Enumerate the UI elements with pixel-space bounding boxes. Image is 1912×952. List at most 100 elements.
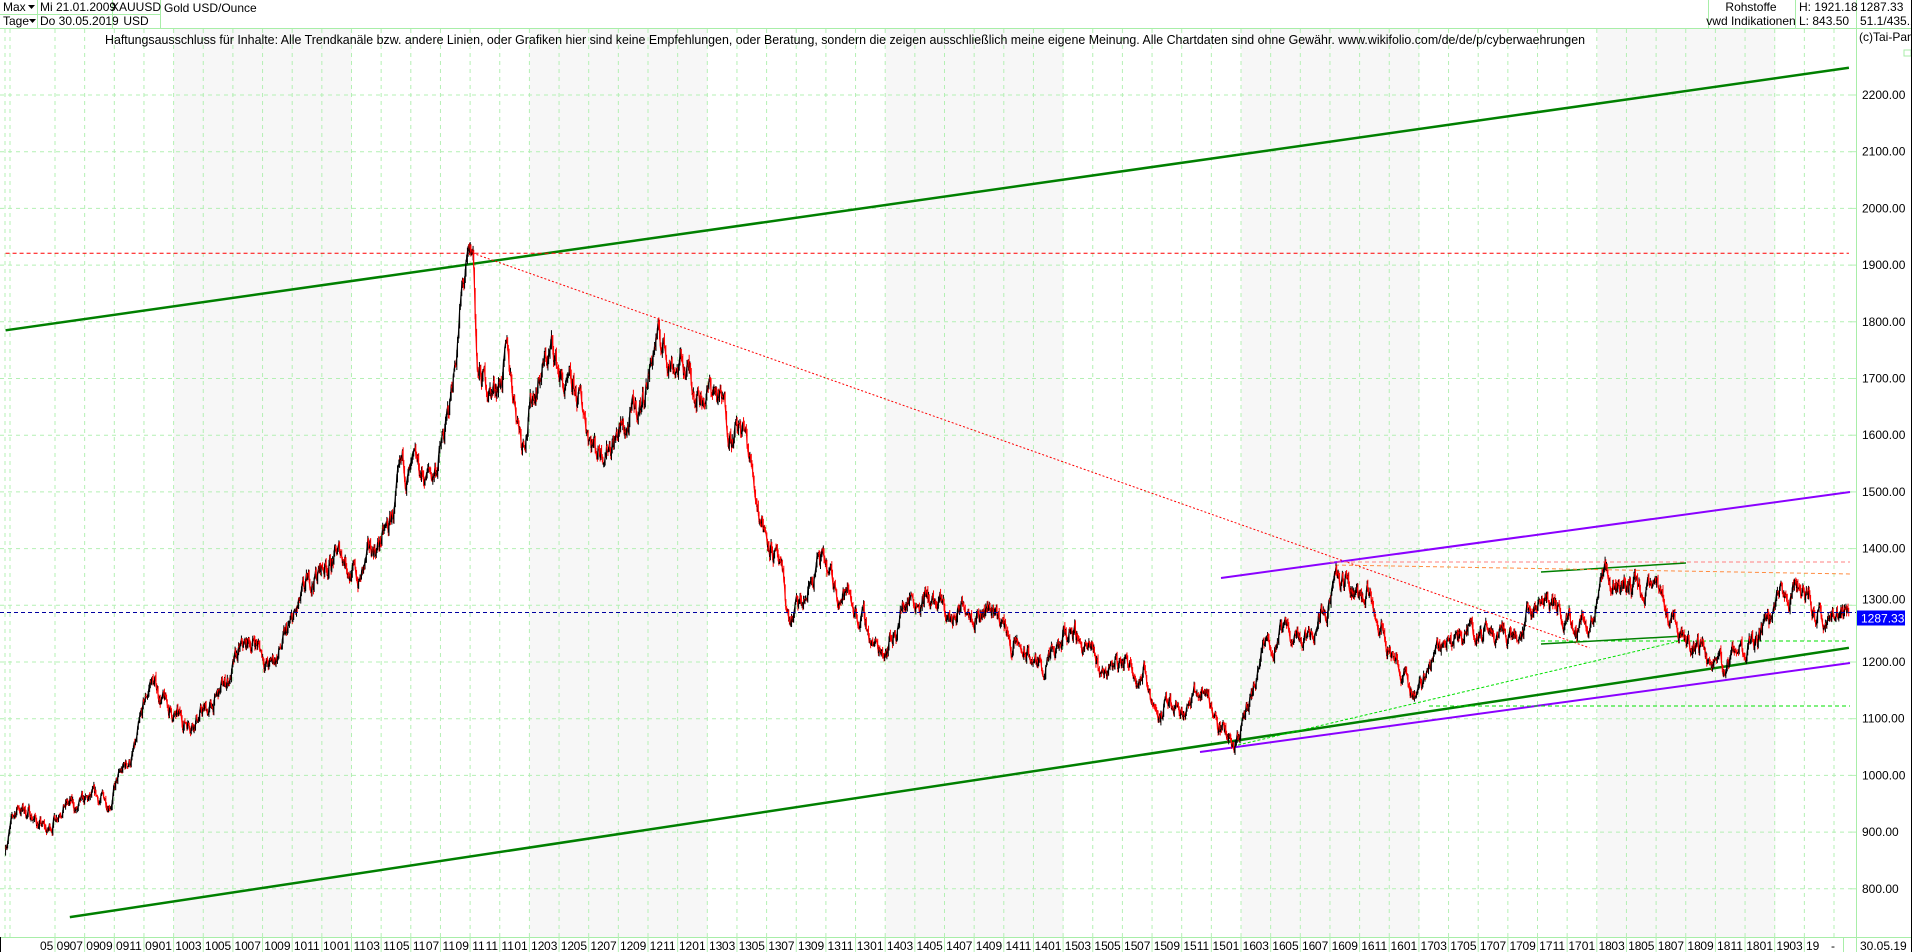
price-line-segment [1019,646,1022,651]
price-line-segment [1170,707,1173,710]
price-line-segment [608,444,611,451]
price-line-segment [784,599,787,610]
price-line-segment [1085,643,1088,647]
price-line-segment [909,594,912,598]
price-line-segment [1401,676,1404,680]
price-line-segment [362,565,365,571]
price-line-segment [544,351,547,359]
price-line-segment [791,619,794,621]
price-line-segment [461,279,464,283]
price-line-segment [1127,664,1129,668]
price-line-segment [602,462,605,465]
price-line-segment [841,597,843,602]
price-line-segment [492,380,495,387]
price-line-segment [1605,563,1608,572]
price-line-segment [350,573,353,582]
price-line-segment [772,554,775,563]
price-line-segment [513,394,516,403]
price-line-segment [351,567,353,574]
price-line-segment [1560,620,1563,626]
price-line-segment [817,552,820,555]
price-line-segment [1117,666,1120,670]
price-line-segment [1504,628,1507,636]
price-line-segment [1247,704,1250,712]
price-line-segment [394,495,396,505]
price-line-segment [814,569,817,576]
price-line-segment [39,818,42,824]
price-line-segment [1292,639,1295,645]
price-line-segment [1406,674,1408,676]
price-line-segment [831,574,834,581]
price-line-segment [514,402,516,410]
price-line-segment [1287,625,1290,631]
price-line-segment [536,378,539,394]
price-line-segment [369,542,372,549]
price-line-segment [668,364,670,367]
price-line-segment [432,473,435,478]
price-line-segment [1146,684,1149,689]
price-line-segment [300,584,303,590]
price-line-segment [101,791,104,793]
price-line-segment [1261,643,1264,652]
price-line-segment [1088,641,1091,644]
price-line-segment [137,723,139,728]
price-line-segment [987,607,990,610]
price-line-segment [913,606,915,608]
price-line-segment [722,394,725,400]
price-line-segment [851,606,854,610]
price-line-segment [995,607,998,616]
price-line-segment [415,455,418,457]
price-line-segment [1432,652,1435,657]
price-line-segment [943,607,946,614]
price-line-segment [829,566,831,570]
price-line-segment [1612,584,1615,589]
price-line-segment [1280,622,1283,631]
price-line-segment [130,753,133,761]
price-line-segment [286,625,289,631]
price-line-segment [710,392,713,395]
price-line-segment [375,548,378,552]
price-line-segment [182,727,185,731]
price-line-segment [1180,708,1183,714]
price-line-segment [1235,739,1237,743]
price-line-segment [409,462,412,465]
price-line-segment [1231,744,1233,746]
price-line-segment [1444,644,1446,646]
price-line-segment [584,415,586,423]
price-line-segment [1043,676,1045,678]
price-line-segment [940,595,943,603]
price-line-segment [1562,626,1565,632]
price-line-segment [890,638,893,642]
price-line-segment [937,597,940,601]
price-line-segment [1376,622,1379,629]
price-line-segment [1253,685,1256,688]
price-line-segment [1531,612,1533,616]
price-line-segment [687,360,690,369]
price-line-segment [425,473,428,481]
price-line-segment [185,722,187,725]
price-line-segment [1169,696,1172,703]
price-line-segment [443,428,446,442]
price-line-segment [268,659,271,663]
price-line-segment [287,623,290,626]
price-line-segment [1559,608,1562,617]
price-line-segment [807,585,810,592]
price-line-segment [1522,627,1525,636]
price-line-segment [464,270,466,283]
price-line-segment [1313,633,1316,642]
price-line-segment [1211,707,1213,715]
price-line-segment [1197,695,1199,698]
price-line-segment [839,601,841,605]
price-line-segment [1098,668,1101,675]
price-line-segment [649,363,651,367]
price-line-segment [444,420,447,429]
price-line-segment [1557,604,1559,607]
price-line-segment [1081,647,1084,655]
price-line-segment [696,389,699,396]
price-line-segment [1329,595,1332,605]
price-line-segment [197,720,199,723]
price-line-segment [203,705,206,710]
price-line-segment [1054,650,1057,659]
price-line-segment [373,547,376,551]
